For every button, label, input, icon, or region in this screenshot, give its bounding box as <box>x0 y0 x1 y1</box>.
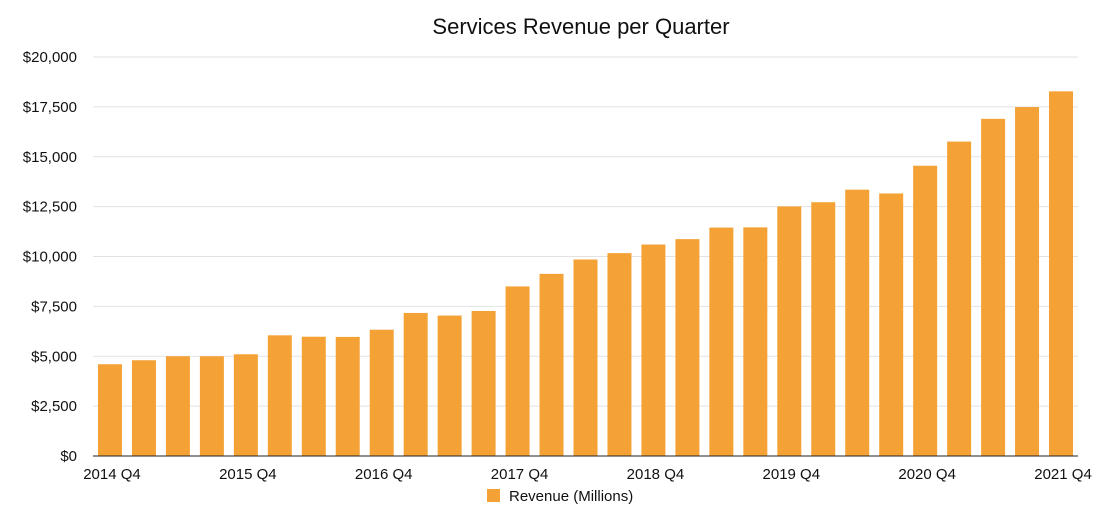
bar <box>301 336 326 456</box>
x-tick-label: 2019 Q4 <box>763 466 821 483</box>
bar <box>607 253 632 456</box>
legend-label: Revenue (Millions) <box>509 488 633 505</box>
bar <box>709 227 734 456</box>
x-tick-label: 2021 Q4 <box>1034 466 1092 483</box>
axes: $0 $2,500 $5,000 $7,500 $10,000 $12,500 $15,00… <box>23 49 1092 483</box>
bar <box>437 315 462 456</box>
y-tick-label: $15,000 <box>23 149 77 166</box>
x-tick-label: 2016 Q4 <box>355 466 413 483</box>
x-tick-label: 2017 Q4 <box>491 466 549 483</box>
bar <box>811 202 836 456</box>
bar <box>981 118 1006 456</box>
bar <box>505 286 530 456</box>
x-tick-label: 2018 Q4 <box>627 466 685 483</box>
legend-swatch <box>487 489 500 502</box>
bar <box>947 141 972 456</box>
x-tick-label: 2020 Q4 <box>898 466 956 483</box>
bars <box>97 91 1074 457</box>
bar <box>913 165 938 457</box>
x-tick-label: 2014 Q4 <box>83 466 141 483</box>
bar <box>539 273 564 456</box>
bar <box>845 189 870 457</box>
bar <box>777 206 802 456</box>
bar <box>879 193 904 456</box>
bar <box>199 356 224 456</box>
y-tick-label: $0 <box>60 448 77 465</box>
bar <box>471 310 496 456</box>
y-tick-label: $2,500 <box>31 398 77 415</box>
y-tick-label: $10,000 <box>23 249 77 266</box>
y-tick-label: $12,500 <box>23 199 77 216</box>
bar <box>403 312 428 456</box>
x-tick-label: 2015 Q4 <box>219 466 277 483</box>
bar <box>1049 91 1074 457</box>
y-tick-label: $7,500 <box>31 298 77 315</box>
bar <box>131 360 156 456</box>
bar <box>97 364 122 456</box>
bar <box>743 227 768 456</box>
bar <box>335 336 360 456</box>
y-tick-label: $17,500 <box>23 99 77 116</box>
bar <box>573 259 598 456</box>
bar <box>233 354 258 456</box>
bar <box>369 329 394 456</box>
bar <box>1015 107 1040 457</box>
bar <box>165 356 190 456</box>
legend: Revenue (Millions) <box>487 488 633 505</box>
y-tick-label: $20,000 <box>23 49 77 66</box>
chart-title: Services Revenue per Quarter <box>432 14 729 39</box>
bar <box>675 239 700 456</box>
bar <box>267 335 292 456</box>
y-tick-label: $5,000 <box>31 348 77 365</box>
bar <box>641 244 666 456</box>
